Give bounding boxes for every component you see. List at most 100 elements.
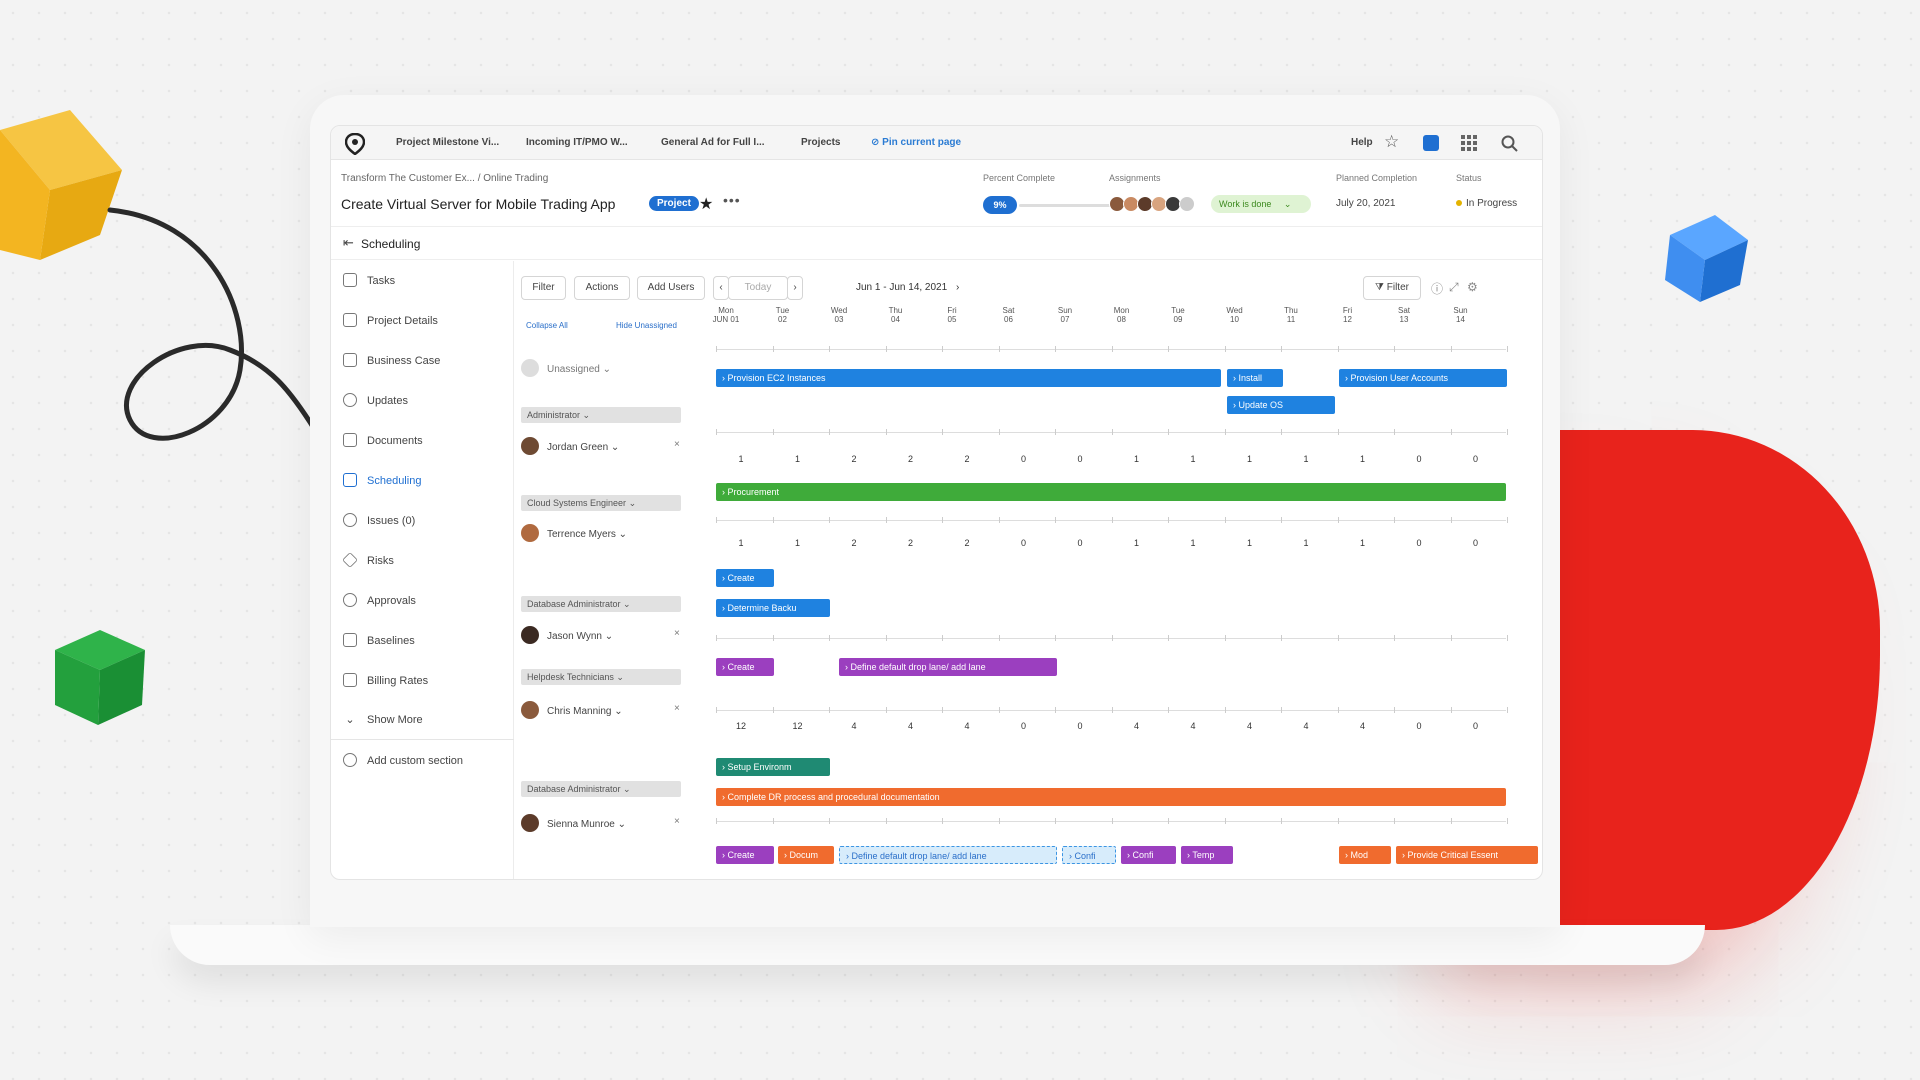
sidebar-item-issues[interactable]: Issues (0) xyxy=(343,513,415,527)
sidebar-item-project-details[interactable]: Project Details xyxy=(343,313,438,327)
planned-completion-value[interactable]: July 20, 2021 xyxy=(1336,198,1396,209)
add-custom-section-button[interactable]: Add custom section xyxy=(343,753,463,767)
task-bar[interactable]: › Create xyxy=(716,569,774,587)
chevron-right-icon: › xyxy=(845,662,851,672)
sidebar-item-risks[interactable]: Risks xyxy=(342,552,394,568)
sidebar-item-business-case[interactable]: Business Case xyxy=(343,353,440,367)
remove-icon[interactable]: × xyxy=(674,628,680,639)
timeline-tick xyxy=(772,635,774,641)
chevron-right-icon: › xyxy=(722,573,728,583)
actions-button[interactable]: Actions xyxy=(574,276,630,300)
filter-right-button[interactable]: ⧩ Filter xyxy=(1363,276,1421,300)
previous-period-button[interactable]: ‹ xyxy=(713,276,729,300)
collapse-all-link[interactable]: Collapse All xyxy=(526,321,568,330)
next-period-button[interactable]: › xyxy=(787,276,803,300)
role-cloud-systems-engineer[interactable]: Cloud Systems Engineer ⌄ xyxy=(521,495,681,511)
task-bar[interactable]: › Provision EC2 Instances xyxy=(716,369,1221,387)
role-administrator[interactable]: Administrator ⌄ xyxy=(521,407,681,423)
timeline-tick xyxy=(772,429,774,435)
task-label: Create xyxy=(727,573,755,583)
task-bar[interactable]: › Define default drop lane/ add lane xyxy=(839,846,1057,864)
add-users-button[interactable]: Add Users xyxy=(637,276,705,300)
help-link[interactable]: Help xyxy=(1351,137,1373,148)
task-bar[interactable]: › Define default drop lane/ add lane xyxy=(839,658,1057,676)
day-header: Mon 08 xyxy=(1097,306,1147,324)
person-terrence-myers[interactable]: Terrence Myers ⌄ xyxy=(521,524,627,542)
person-chris-manning[interactable]: Chris Manning ⌄ xyxy=(521,701,623,719)
task-bar[interactable]: › Update OS xyxy=(1227,396,1335,414)
task-label: Define default drop lane/ add lane xyxy=(851,851,987,861)
filter-button[interactable]: Filter xyxy=(521,276,566,300)
breadcrumb[interactable]: Transform The Customer Ex... / Online Tr… xyxy=(341,173,549,184)
task-bar[interactable]: › Docum xyxy=(778,846,834,864)
timeline-tick xyxy=(998,635,1000,641)
person-sienna-munroe[interactable]: Sienna Munroe ⌄ xyxy=(521,814,626,832)
nav-tab-2[interactable]: Incoming IT/PMO W... xyxy=(526,137,628,148)
sidebar-item-tasks[interactable]: Tasks xyxy=(343,273,395,287)
unassigned-row[interactable]: Unassigned ⌄ xyxy=(521,359,611,377)
task-bar[interactable]: › Procurement xyxy=(716,483,1506,501)
nav-tab-3[interactable]: General Ad for Full I... xyxy=(661,137,765,148)
task-bar[interactable]: › Determine Backu xyxy=(716,599,830,617)
day-number: 08 xyxy=(1117,315,1126,324)
star-icon[interactable]: ★ xyxy=(699,196,714,213)
pin-current-page-link[interactable]: ⊘ Pin current page xyxy=(871,137,961,148)
timeline-axis xyxy=(716,710,1506,711)
nav-tab-projects[interactable]: Projects xyxy=(801,137,841,148)
timeline-tick xyxy=(1224,818,1226,824)
notifications-icon[interactable] xyxy=(1423,135,1439,151)
search-icon[interactable] xyxy=(1501,135,1519,153)
task-bar[interactable]: › Complete DR process and procedural doc… xyxy=(716,788,1506,806)
status-badge[interactable]: In Progress xyxy=(1456,198,1517,209)
hour-value: 4 xyxy=(1359,721,1365,731)
more-options-icon[interactable]: ••• xyxy=(723,192,741,208)
remove-icon[interactable]: × xyxy=(674,439,680,450)
sidebar-item-label: Project Details xyxy=(367,315,438,327)
sidebar-item-billing-rates[interactable]: Billing Rates xyxy=(343,673,428,687)
nav-tab-1[interactable]: Project Milestone Vi... xyxy=(396,137,500,148)
expand-icon[interactable]: ⤢ xyxy=(1449,280,1459,294)
hour-value: 1 xyxy=(1190,538,1196,548)
app-logo-icon[interactable] xyxy=(345,133,365,155)
collapse-panel-icon[interactable]: ⇤ xyxy=(343,235,354,250)
day-name: Tue xyxy=(775,306,790,315)
task-bar[interactable]: › Provide Critical Essent xyxy=(1396,846,1538,864)
timeline-tick xyxy=(942,707,943,713)
timeline-tick xyxy=(716,818,717,824)
favorite-star-icon[interactable]: ☆ xyxy=(1384,132,1400,151)
task-bar[interactable]: › Setup Environm xyxy=(716,758,830,776)
task-bar[interactable]: › Mod xyxy=(1339,846,1391,864)
task-bar[interactable]: › Create xyxy=(716,658,774,676)
sidebar-item-updates[interactable]: Updates xyxy=(343,393,408,407)
task-bar[interactable]: › Create xyxy=(716,846,774,864)
date-range[interactable]: Jun 1 - Jun 14, 2021 › xyxy=(856,282,959,293)
task-bar[interactable]: › Install xyxy=(1227,369,1283,387)
settings-gear-icon[interactable]: ⚙ xyxy=(1467,280,1478,294)
sidebar-item-show-more[interactable]: ⌄ Show More xyxy=(343,713,422,726)
hide-unassigned-link[interactable]: Hide Unassigned xyxy=(616,321,677,330)
hour-value: 1 xyxy=(1303,454,1309,464)
sidebar-item-approvals[interactable]: Approvals xyxy=(343,593,416,607)
task-bar[interactable]: › Confi xyxy=(1062,846,1116,864)
sidebar-item-documents[interactable]: Documents xyxy=(343,433,423,447)
person-jordan-green[interactable]: Jordan Green ⌄ xyxy=(521,437,619,455)
info-icon[interactable]: ⓘ xyxy=(1431,282,1444,296)
avatar[interactable] xyxy=(1179,196,1195,212)
role-database-administrator[interactable]: Database Administrator ⌄ xyxy=(521,596,681,612)
role-helpdesk-technicians[interactable]: Helpdesk Technicians ⌄ xyxy=(521,669,681,685)
sidebar-item-baselines[interactable]: Baselines xyxy=(343,633,415,647)
task-bar[interactable]: › Confi xyxy=(1121,846,1176,864)
sidebar-item-scheduling[interactable]: Scheduling xyxy=(343,473,421,487)
green-cube-decoration xyxy=(55,630,145,725)
percent-complete-value[interactable]: 9% xyxy=(983,196,1017,214)
remove-icon[interactable]: × xyxy=(674,816,680,827)
remove-icon[interactable]: × xyxy=(674,703,680,714)
person-jason-wynn[interactable]: Jason Wynn ⌄ xyxy=(521,626,613,644)
timeline-tick xyxy=(1168,635,1169,641)
today-button[interactable]: Today xyxy=(728,276,788,300)
apps-grid-icon[interactable] xyxy=(1461,135,1477,151)
task-bar[interactable]: › Temp xyxy=(1181,846,1233,864)
task-bar[interactable]: › Provision User Accounts xyxy=(1339,369,1507,387)
role-database-administrator-2[interactable]: Database Administrator ⌄ xyxy=(521,781,681,797)
work-done-status-dropdown[interactable]: Work is done ⌄ xyxy=(1211,195,1311,213)
